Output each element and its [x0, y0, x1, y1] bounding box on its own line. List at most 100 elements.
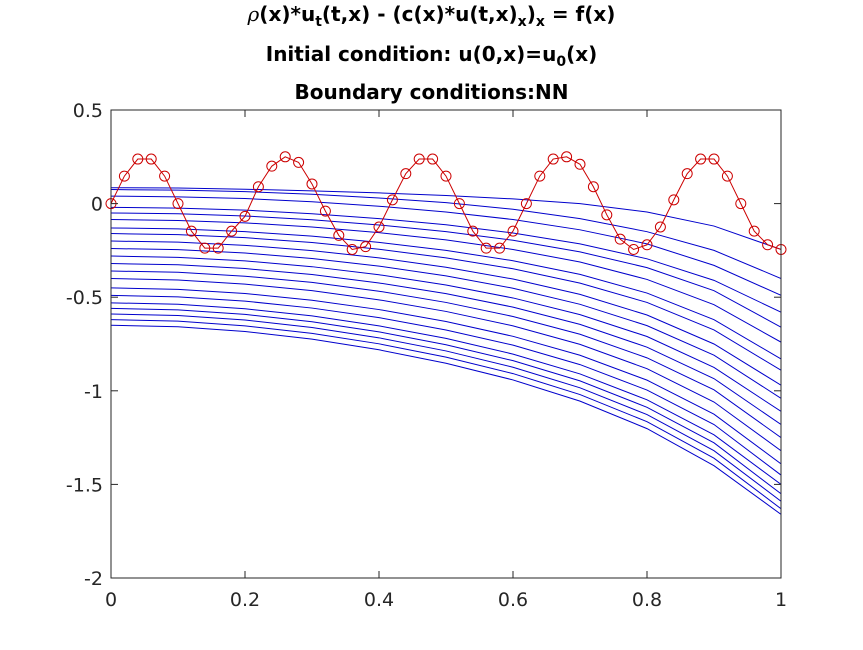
- y-tick-label: 0: [91, 194, 103, 216]
- axes: 0 0.2 0.4 0.6 0.8 1 0.5 0 -0.5 -1 -1.5 -2: [66, 100, 787, 611]
- initial-condition-point: [601, 209, 613, 221]
- solution-curve-7: [111, 227, 781, 360]
- title-line1-part2: (t,x) - (c(x)*u(t,x): [321, 2, 518, 26]
- initial-condition-point: [507, 225, 519, 237]
- solution-curve-21: [111, 324, 781, 515]
- initial-condition-point: [520, 198, 532, 210]
- solution-curve-1: [111, 187, 781, 250]
- chart-title-line-2: Initial condition: u(0,x)=u0(x): [0, 42, 863, 70]
- initial-condition-point: [118, 170, 130, 182]
- x-tick-label: 0.8: [632, 589, 662, 611]
- initial-condition-point: [681, 168, 693, 180]
- y-tick-label: -1: [84, 381, 103, 403]
- solution-curve-8: [111, 233, 781, 371]
- solution-curve-19: [111, 313, 781, 502]
- initial-condition-point: [534, 170, 546, 182]
- initial-condition-point: [319, 205, 331, 217]
- initial-condition-point: [735, 198, 747, 210]
- initial-condition-point: [252, 181, 264, 193]
- initial-condition-point: [427, 153, 439, 165]
- initial-condition-point: [293, 156, 305, 168]
- title-rho-symbol: ρ: [247, 2, 260, 26]
- title-line1-sub3: x: [535, 14, 545, 30]
- initial-condition-point: [480, 242, 492, 254]
- initial-condition-point: [762, 239, 774, 251]
- initial-condition-point: [413, 153, 425, 165]
- title-line2-part1: Initial condition: u(0,x)=u: [265, 42, 557, 66]
- solution-curve-3: [111, 195, 781, 296]
- y-tick-label: -1.5: [66, 474, 103, 496]
- solution-curve-9: [111, 240, 781, 386]
- title-line1-sub2: x: [517, 14, 527, 30]
- solution-curve-10: [111, 248, 781, 399]
- initial-condition-point: [748, 225, 760, 237]
- initial-condition-point: [172, 198, 184, 210]
- initial-condition-line: [111, 156, 781, 251]
- axes-box: [110, 109, 782, 579]
- x-tick-label: 0.4: [364, 589, 394, 611]
- solution-curve-18: [111, 307, 781, 495]
- initial-condition-point: [628, 243, 640, 255]
- initial-condition-point: [145, 153, 157, 165]
- initial-condition-point: [561, 151, 573, 163]
- title-line1-part1: (x)*u: [259, 2, 316, 26]
- initial-condition-point: [587, 181, 599, 193]
- initial-condition-point: [159, 170, 171, 182]
- initial-condition-point: [440, 170, 452, 182]
- solution-curve-13: [111, 270, 781, 439]
- initial-condition-point: [239, 210, 251, 222]
- chart-title-line-1: ρ(x)*ut(t,x) - (c(x)*u(t,x)x)x = f(x): [0, 2, 863, 30]
- solution-curve-20: [111, 319, 781, 510]
- title-line1-part3: ): [526, 2, 536, 26]
- y-tick-label: -0.5: [66, 287, 103, 309]
- x-tick-label: 0.6: [498, 589, 528, 611]
- initial-condition-point: [346, 243, 358, 255]
- initial-condition-point: [360, 241, 372, 253]
- initial-condition-point: [212, 242, 224, 254]
- solution-curve-2: [111, 189, 781, 279]
- curves-group: [111, 156, 781, 515]
- title-line2-part2: (x): [566, 42, 598, 66]
- initial-condition-point: [132, 153, 144, 165]
- initial-condition-point: [721, 170, 733, 182]
- title-line1-sub1: t: [315, 14, 322, 30]
- y-tick-label: -2: [84, 568, 103, 590]
- initial-condition-point: [695, 153, 707, 165]
- initial-condition-point: [574, 158, 586, 170]
- initial-condition-point: [279, 151, 291, 163]
- initial-condition-point: [185, 225, 197, 237]
- solution-curve-6: [111, 219, 781, 343]
- initial-condition-point: [494, 242, 506, 254]
- title-line1-part4: = f(x): [544, 2, 616, 26]
- initial-condition-point: [654, 221, 666, 233]
- initial-condition-point: [226, 225, 238, 237]
- solution-curve-16: [111, 294, 781, 476]
- initial-condition-point: [668, 194, 680, 206]
- initial-condition-point: [306, 178, 318, 190]
- solution-curve-14: [111, 277, 781, 452]
- initial-condition-point: [708, 153, 720, 165]
- initial-condition-point: [266, 160, 278, 172]
- solution-curve-11: [111, 255, 781, 412]
- solution-curve-15: [111, 287, 781, 465]
- initial-condition-point: [373, 221, 385, 233]
- initial-condition-point: [641, 239, 653, 251]
- initial-condition-point: [453, 198, 465, 210]
- y-tick-label: 0.5: [73, 100, 103, 122]
- initial-condition-point: [614, 233, 626, 245]
- initial-condition-point: [400, 168, 412, 180]
- initial-condition-point: [199, 242, 211, 254]
- chart-title-line-3: Boundary conditions:NN: [294, 80, 569, 104]
- solution-curve-17: [111, 302, 781, 485]
- x-tick-label: 1: [775, 589, 787, 611]
- title-line2-sub1: 0: [556, 54, 567, 70]
- x-tick-label: 0: [105, 589, 117, 611]
- initial-condition-point: [333, 229, 345, 241]
- solution-curve-5: [111, 212, 781, 328]
- initial-condition-point: [467, 225, 479, 237]
- plot-area: [105, 151, 787, 515]
- solution-curve-12: [111, 263, 781, 425]
- solution-curve-4: [111, 206, 781, 313]
- initial-condition-point: [547, 153, 559, 165]
